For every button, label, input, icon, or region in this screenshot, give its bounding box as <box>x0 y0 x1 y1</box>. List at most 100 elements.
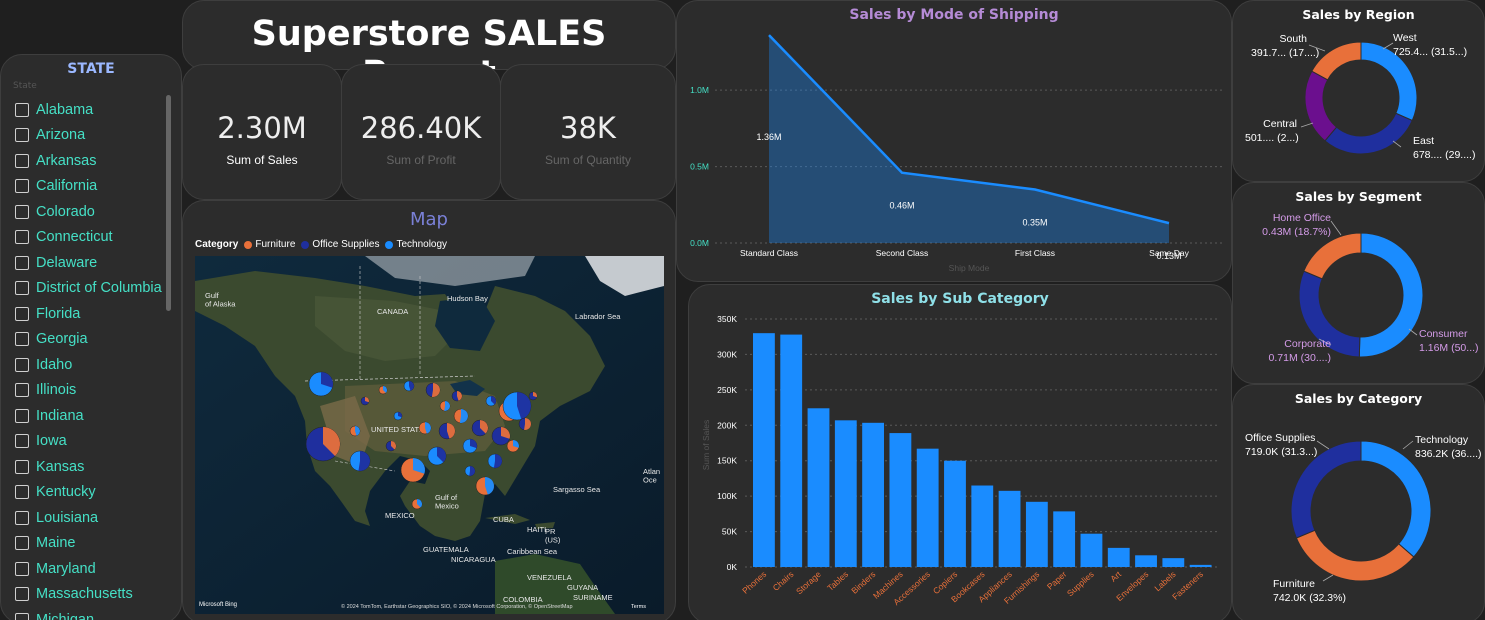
map-bubble[interactable] <box>393 411 403 421</box>
legend-label[interactable]: Furniture <box>255 239 296 250</box>
state-item[interactable]: California <box>15 174 175 200</box>
donut-slice[interactable] <box>1303 232 1362 280</box>
donut-slice[interactable] <box>1295 529 1415 582</box>
map-bubble[interactable] <box>427 446 447 466</box>
map-bubble[interactable] <box>425 382 441 398</box>
map-bubble[interactable] <box>464 465 476 477</box>
state-checkbox[interactable] <box>15 612 29 620</box>
state-item[interactable]: Colorado <box>15 199 175 225</box>
bar[interactable] <box>834 420 857 567</box>
donut-slice[interactable] <box>1311 41 1362 81</box>
state-checkbox[interactable] <box>15 332 29 347</box>
state-checkbox[interactable] <box>15 383 29 398</box>
segment-donut-chart[interactable] <box>1233 183 1485 384</box>
state-checkbox[interactable] <box>15 306 29 321</box>
donut-slice[interactable] <box>1304 70 1338 142</box>
map-bubble[interactable] <box>305 426 341 462</box>
state-item[interactable]: Indiana <box>15 403 175 429</box>
donut-slice[interactable] <box>1324 112 1413 155</box>
state-checkbox[interactable] <box>15 510 29 525</box>
map-bubble[interactable] <box>506 439 520 453</box>
map-bubble[interactable] <box>403 380 415 392</box>
map-bubble[interactable] <box>438 422 456 440</box>
bar[interactable] <box>1053 511 1076 567</box>
map-bubble[interactable] <box>360 396 370 406</box>
bar[interactable] <box>1080 533 1103 567</box>
bar[interactable] <box>889 433 912 567</box>
state-item[interactable]: Arizona <box>15 123 175 149</box>
bar[interactable] <box>1025 501 1048 567</box>
bar[interactable] <box>1135 555 1157 567</box>
state-checkbox[interactable] <box>15 102 29 117</box>
region-donut-chart[interactable] <box>1233 1 1485 182</box>
map-terms-link[interactable]: Terms <box>631 604 646 610</box>
map-bubble[interactable] <box>502 391 532 421</box>
map-bubble[interactable] <box>475 476 495 496</box>
map-bubble[interactable] <box>451 390 463 402</box>
bar[interactable] <box>1162 558 1185 567</box>
state-checkbox[interactable] <box>15 485 29 500</box>
state-item[interactable]: Maine <box>15 531 175 557</box>
state-checkbox[interactable] <box>15 179 29 194</box>
state-checkbox[interactable] <box>15 536 29 551</box>
state-item[interactable]: District of Columbia <box>15 276 175 302</box>
bar[interactable] <box>916 448 939 567</box>
bar[interactable] <box>944 460 966 567</box>
state-item[interactable]: Michigan <box>15 607 175 620</box>
map-canvas[interactable]: Gulf of Alaska Hudson Bay CANADA Labrador Se… <box>195 256 664 614</box>
map-bubble[interactable] <box>528 391 538 401</box>
map-bubble[interactable] <box>491 426 511 446</box>
state-checkbox[interactable] <box>15 204 29 219</box>
legend-label[interactable]: Technology <box>396 239 448 250</box>
bar[interactable] <box>807 408 830 567</box>
bar[interactable] <box>862 422 885 567</box>
map-bubble[interactable] <box>349 425 361 437</box>
bar[interactable] <box>998 490 1021 567</box>
state-item[interactable]: Florida <box>15 301 175 327</box>
map-bubble[interactable] <box>385 440 397 452</box>
donut-slice[interactable] <box>1358 232 1424 358</box>
state-item[interactable]: Maryland <box>15 556 175 582</box>
state-item[interactable]: Iowa <box>15 429 175 455</box>
map-bubble[interactable] <box>400 457 426 483</box>
bar[interactable] <box>1107 547 1130 567</box>
category-donut-chart[interactable] <box>1233 385 1485 620</box>
donut-slice[interactable] <box>1290 440 1362 539</box>
state-checkbox[interactable] <box>15 408 29 423</box>
map-bubble[interactable] <box>487 453 503 469</box>
map-bubble[interactable] <box>518 417 532 431</box>
state-checkbox[interactable] <box>15 255 29 270</box>
state-item[interactable]: Arkansas <box>15 148 175 174</box>
state-checkbox[interactable] <box>15 357 29 372</box>
state-checkbox[interactable] <box>15 128 29 143</box>
state-checkbox[interactable] <box>15 459 29 474</box>
state-item[interactable]: Georgia <box>15 327 175 353</box>
shipping-area-chart[interactable]: 0.0M 0.5M 1.0M 1.36M 0.46M 0.35M 0.13M Standard… <box>677 1 1232 282</box>
state-item[interactable]: Louisiana <box>15 505 175 531</box>
state-item[interactable]: Kansas <box>15 454 175 480</box>
bar[interactable] <box>780 334 803 567</box>
map-bubble[interactable] <box>453 408 469 424</box>
map-bubble[interactable] <box>411 498 423 510</box>
state-checkbox[interactable] <box>15 153 29 168</box>
state-item[interactable]: Illinois <box>15 378 175 404</box>
subcategory-bar-chart[interactable]: 0K 50K 100K 150K 200K 250K 300K 350K Sum of Sale… <box>689 285 1232 620</box>
map-bubble[interactable] <box>471 419 489 437</box>
state-checkbox[interactable] <box>15 281 29 296</box>
map-bubble[interactable] <box>378 385 388 395</box>
legend-label[interactable]: Office Supplies <box>312 239 380 250</box>
map-bubble[interactable] <box>418 421 432 435</box>
state-checkbox[interactable] <box>15 561 29 576</box>
state-item[interactable]: Connecticut <box>15 225 175 251</box>
map-bubble[interactable] <box>462 438 478 454</box>
state-item[interactable]: Massachusetts <box>15 582 175 608</box>
state-item[interactable]: Kentucky <box>15 480 175 506</box>
state-checkbox[interactable] <box>15 587 29 602</box>
slicer-scrollbar[interactable] <box>166 95 171 311</box>
satellite-map[interactable]: Gulf of Alaska Hudson Bay CANADA Labrador Se… <box>195 256 664 614</box>
bar[interactable] <box>753 333 775 567</box>
bar[interactable] <box>971 485 994 567</box>
map-bubble[interactable] <box>349 450 371 472</box>
map-bubble[interactable] <box>485 395 497 407</box>
map-bubble[interactable] <box>308 371 334 397</box>
